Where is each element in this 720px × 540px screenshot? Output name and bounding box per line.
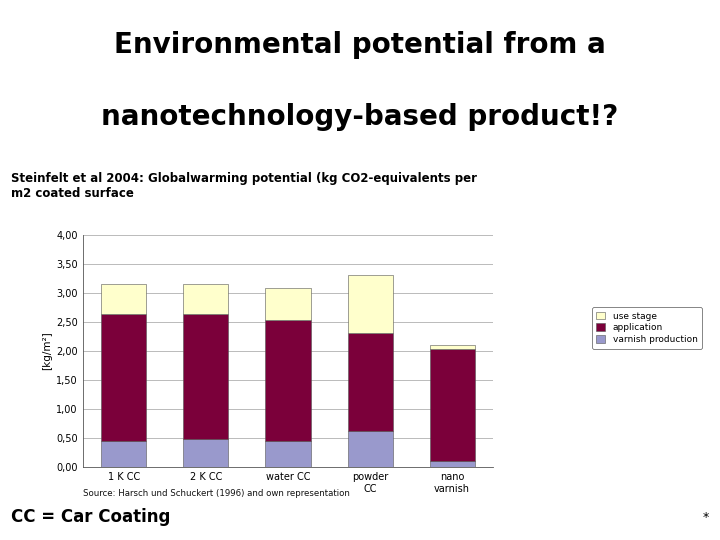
Bar bbox=[102, 314, 146, 441]
Y-axis label: [kg/m²]: [kg/m²] bbox=[42, 332, 52, 370]
Text: CC = Car Coating: CC = Car Coating bbox=[11, 508, 170, 526]
Bar bbox=[184, 284, 228, 314]
Bar bbox=[348, 333, 392, 430]
Text: *: * bbox=[703, 510, 709, 524]
Bar bbox=[184, 439, 228, 467]
Text: Source: Harsch und Schuckert (1996) and own representation: Source: Harsch und Schuckert (1996) and … bbox=[83, 489, 350, 498]
Bar bbox=[102, 441, 146, 467]
Bar bbox=[266, 320, 310, 441]
Bar bbox=[266, 441, 310, 467]
Bar bbox=[430, 349, 474, 461]
Bar bbox=[430, 461, 474, 467]
Text: Environmental potential from a: Environmental potential from a bbox=[114, 31, 606, 59]
Bar bbox=[266, 288, 310, 320]
Text: nanotechnology-based product!?: nanotechnology-based product!? bbox=[102, 103, 618, 131]
Legend: use stage, application, varnish production: use stage, application, varnish producti… bbox=[592, 307, 702, 348]
Bar bbox=[348, 275, 392, 333]
Bar bbox=[184, 314, 228, 439]
Text: Steinfelt et al 2004: Globalwarming potential (kg CO2-equivalents per
m2 coated : Steinfelt et al 2004: Globalwarming pote… bbox=[11, 172, 477, 200]
Bar bbox=[348, 430, 392, 467]
Bar bbox=[430, 345, 474, 349]
Bar bbox=[102, 284, 146, 314]
